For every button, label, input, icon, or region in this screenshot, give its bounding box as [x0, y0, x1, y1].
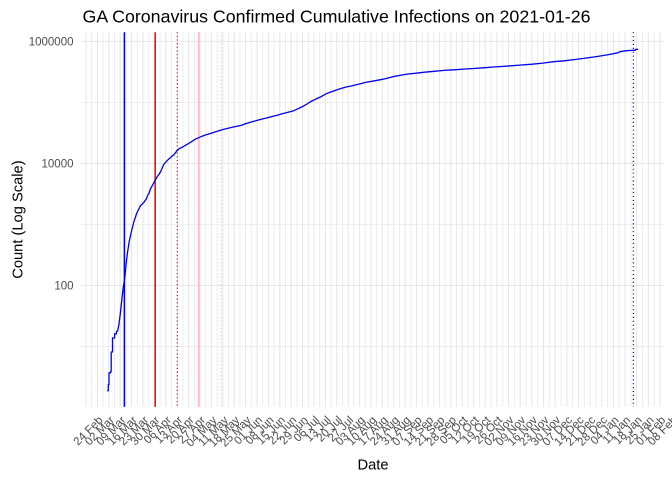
svg-text:10000: 10000 [42, 159, 74, 171]
svg-text:Date: Date [357, 458, 388, 474]
svg-text:100: 100 [54, 281, 73, 293]
svg-text:1000000: 1000000 [29, 37, 74, 49]
svg-text:Count (Log Scale): Count (Log Scale) [11, 160, 27, 278]
svg-text:GA Coronavirus Confirmed Cumul: GA Coronavirus Confirmed Cumulative Infe… [82, 7, 590, 27]
